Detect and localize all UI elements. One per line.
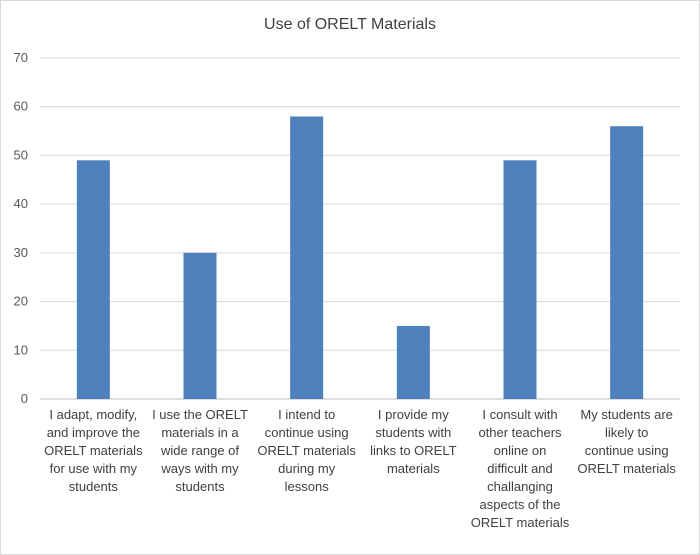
y-tick-label: 40 [14, 196, 28, 211]
x-category-label: I adapt, modify, and improve the ORELT mat… [44, 407, 143, 494]
y-tick-label: 0 [21, 391, 28, 406]
y-axis-ticks: 0 10 20 30 40 50 60 70 [14, 50, 28, 406]
x-category-label: I consult with other teachers online on dif… [471, 407, 570, 530]
y-tick-label: 10 [14, 342, 28, 357]
x-category-label: I intend to continue using ORELT materials… [257, 407, 356, 494]
bar [396, 325, 430, 399]
bar [610, 126, 644, 399]
x-axis-labels: I adapt, modify, and improve the ORELT mat… [44, 407, 676, 530]
bars [76, 116, 644, 399]
bar [183, 252, 217, 399]
y-tick-label: 60 [14, 99, 28, 114]
bar [503, 160, 537, 399]
x-category-label: I use the ORELT materials in a wide range … [152, 407, 248, 494]
x-category-label: I provide my students with links to ORELT m… [370, 407, 457, 476]
bar [76, 160, 110, 399]
y-tick-label: 20 [14, 294, 28, 309]
x-category-label: My students are likely to continue using OR… [577, 407, 676, 476]
gridlines [40, 57, 680, 400]
y-tick-label: 70 [14, 50, 28, 65]
y-tick-label: 50 [14, 147, 28, 162]
chart-title: Use of ORELT Materials [264, 16, 436, 33]
y-tick-label: 30 [14, 245, 28, 260]
bar [290, 116, 324, 399]
